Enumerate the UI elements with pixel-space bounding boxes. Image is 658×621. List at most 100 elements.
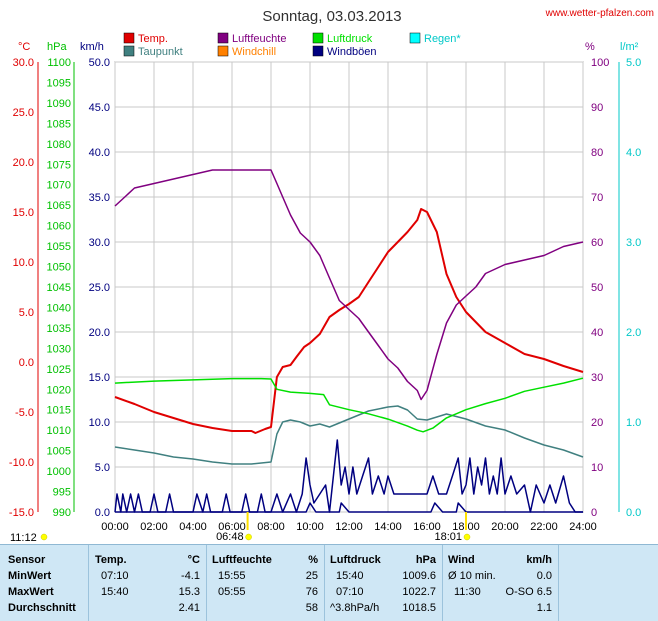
pressure-tick-label: 1050 — [47, 262, 71, 274]
wind-unit: km/h — [80, 41, 104, 53]
col-pressure — [324, 545, 443, 621]
humidity-unit: % — [585, 41, 595, 53]
pressure-tick-label: 1100 — [47, 57, 71, 69]
pressure-tick-label: 1075 — [47, 159, 71, 171]
rain-tick-label: 5.0 — [626, 57, 641, 69]
row-max-temp-val: 15.3 — [178, 586, 200, 598]
rain-tick-label: 2.0 — [626, 327, 641, 339]
x-tick-label: 08:00 — [257, 521, 285, 533]
row-max-label: MaxWert — [8, 586, 54, 598]
temp-unit: °C — [18, 41, 30, 53]
humidity-tick-label: 80 — [591, 147, 603, 159]
humidity-tick-label: 0 — [591, 507, 597, 519]
x-axis-tick-labels: 00:00 02:00 04:00 06:00 08:00 10:00 12:00 14:00… — [101, 521, 597, 533]
pressure-tick-label: 1025 — [47, 364, 71, 376]
x-tick-label: 04:00 — [179, 521, 207, 533]
legend-label: Windchill — [232, 46, 276, 58]
sun-marker-label: 18:01 — [434, 531, 462, 543]
legend-swatch — [312, 45, 324, 57]
weather-chart: Sonntag, 03.03.2013 www.wetter-pfalzen.c… — [9, 8, 654, 544]
legend-swatch — [217, 45, 229, 57]
legend-swatch — [409, 32, 421, 44]
chart-title: Sonntag, 03.03.2013 — [262, 8, 401, 25]
humidity-tick-label: 60 — [591, 237, 603, 249]
temp-tick-label: -10.0 — [9, 457, 34, 469]
pressure-unit: hPa — [47, 41, 67, 53]
pressure-tick-label: 1015 — [47, 405, 71, 417]
row-max-press-time: 07:10 — [336, 586, 364, 598]
row-min-wind-val: 0.0 — [536, 570, 552, 582]
humidity-tick-label: 100 — [591, 57, 609, 69]
row-avg-press-val: 1018.5 — [402, 602, 436, 614]
temp-tick-label: 0.0 — [19, 357, 34, 369]
pressure-tick-label: 1095 — [47, 77, 71, 89]
x-tick-label: 22:00 — [530, 521, 558, 533]
pressure-tick-label: 1060 — [47, 221, 71, 233]
col-wind — [442, 545, 559, 621]
humidity-tick-label: 90 — [591, 102, 603, 114]
humidity-tick-label: 30 — [591, 372, 603, 384]
pressure-tick-label: 1040 — [47, 302, 71, 314]
legend-swatch — [123, 32, 135, 44]
temp-tick-label: 25.0 — [13, 107, 34, 119]
sun-markers: 11:12 06:48 18:01 — [10, 512, 471, 544]
pressure-tick-label: 1065 — [47, 200, 71, 212]
hdr-wind-unit: km/h — [526, 554, 552, 566]
pressure-tick-label: 1090 — [47, 98, 71, 110]
wind-tick-label: 15.0 — [89, 372, 110, 384]
row-min-hum-val: 25 — [305, 570, 318, 582]
temp-tick-label: -15.0 — [9, 507, 34, 519]
temp-tick-label: 15.0 — [13, 207, 34, 219]
row-min-temp-val: -4.1 — [181, 570, 200, 582]
legend-label: Taupunkt — [138, 46, 183, 58]
series-line — [114, 377, 584, 433]
x-tick-label: 24:00 — [569, 521, 597, 533]
temp-tick-label: 20.0 — [13, 157, 34, 169]
row-max-wind-val: O-SO 6.5 — [505, 586, 552, 598]
hdr-pressure-unit: hPa — [415, 554, 436, 566]
hdr-temp-unit: °C — [187, 554, 200, 566]
row-min-hum-time: 15:55 — [218, 570, 246, 582]
row-min-temp-time: 07:10 — [101, 570, 129, 582]
x-tick-label: 06:00 — [218, 521, 246, 533]
wind-tick-label: 25.0 — [89, 282, 110, 294]
rain-tick-label: 1.0 — [626, 417, 641, 429]
pressure-tick-label: 1055 — [47, 241, 71, 253]
col-humidity — [206, 545, 325, 621]
axis-units: °C hPa km/h% l/m² — [18, 41, 639, 53]
series-lines — [114, 169, 584, 513]
pressure-tick-label: 995 — [53, 487, 71, 499]
legend-label: Temp. — [138, 33, 168, 45]
site-url[interactable]: www.wetter-pfalzen.com — [545, 8, 654, 19]
pressure-tick-label: 990 — [53, 507, 71, 519]
pressure-tick-label: 1000 — [47, 466, 71, 478]
wind-tick-label: 30.0 — [89, 237, 110, 249]
legend-label: Luftfeuchte — [232, 33, 286, 45]
pressure-tick-label: 1085 — [47, 118, 71, 130]
rain-unit: l/m² — [620, 41, 639, 53]
wind-tick-label: 5.0 — [95, 462, 110, 474]
row-max-wind-time: 11:30 — [454, 586, 481, 598]
temp-tick-label: 5.0 — [19, 307, 34, 319]
sun-icon — [40, 533, 48, 541]
rain-tick-label: 0.0 — [626, 507, 641, 519]
pressure-tick-label: 1010 — [47, 425, 71, 437]
row-avg-press-trend: ^3.8hPa/h — [330, 602, 380, 614]
legend-swatch — [312, 32, 324, 44]
pressure-tick-label: 1030 — [47, 343, 71, 355]
row-avg-wind-val: 1.1 — [536, 602, 552, 614]
sun-icon — [463, 533, 471, 541]
col-sensor — [0, 545, 89, 621]
row-min-label: MinWert — [8, 570, 52, 582]
stats-table: Sensor Temp. °C Luftfeuchte % Luftdruck … — [0, 544, 658, 621]
legend-swatch — [217, 32, 229, 44]
x-tick-label: 12:00 — [335, 521, 363, 533]
series-line — [114, 169, 584, 401]
wind-tick-label: 20.0 — [89, 327, 110, 339]
legend-label: Luftdruck — [327, 33, 373, 45]
legend-label: Regen* — [424, 33, 461, 45]
row-avg-temp-val: 2.41 — [178, 602, 200, 614]
hdr-humidity-unit: % — [308, 554, 318, 566]
row-max-hum-val: 76 — [305, 586, 318, 598]
wind-tick-label: 45.0 — [89, 102, 110, 114]
